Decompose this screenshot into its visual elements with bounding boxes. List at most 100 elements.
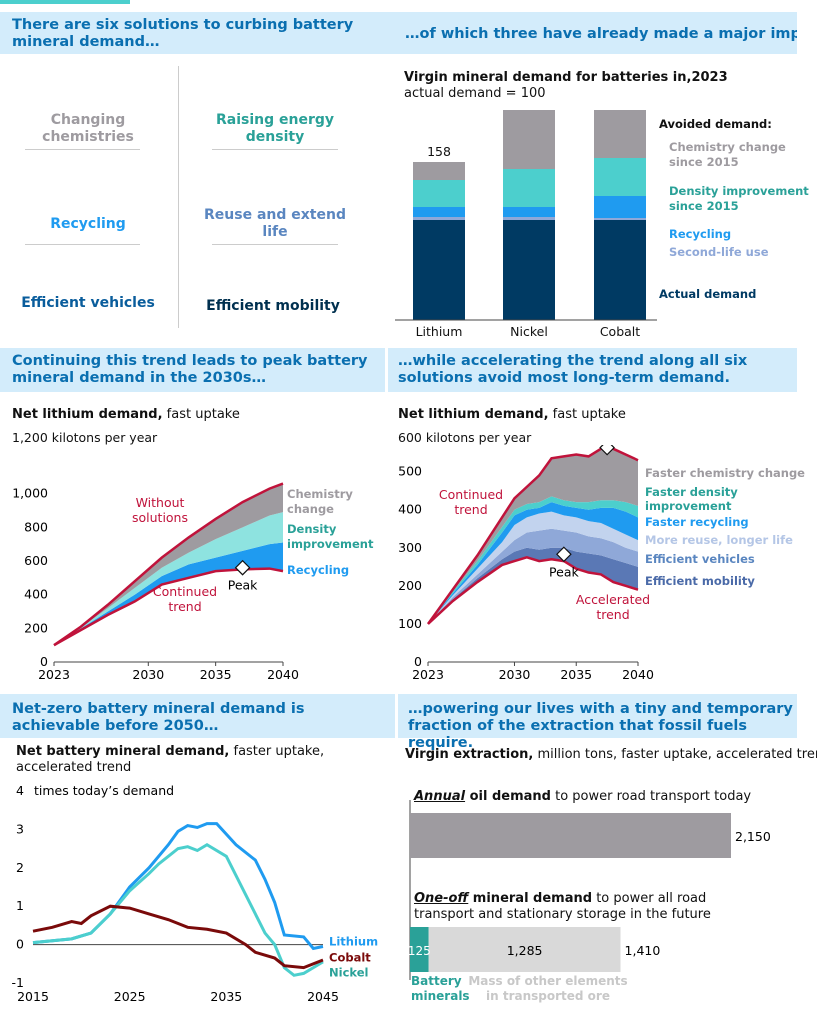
bar-segment xyxy=(594,220,646,320)
y-tick-label: 0 xyxy=(16,937,24,952)
lithium-accel-chart-title: Net lithium demand, fast uptake xyxy=(398,407,626,422)
chemistry-label: Faster chemistry change xyxy=(645,466,805,480)
oil-label-rest: to power road transport today xyxy=(550,789,752,804)
y-tick-label: 800 xyxy=(24,519,48,534)
accelerated-trend-label: Accelerated trend xyxy=(576,592,650,622)
y-tick-label: 4 xyxy=(16,783,24,798)
lithium-chart-unit: 1,200 kilotons per year xyxy=(12,430,157,445)
bar-segment xyxy=(503,207,555,217)
y-tick-label: 300 xyxy=(398,540,422,555)
x-tick-label: 2040 xyxy=(622,667,654,682)
recycling-area xyxy=(54,542,283,646)
x-tick-label: 2015 xyxy=(17,989,49,1004)
solution-efficient-vehicles: Efficient vehicles xyxy=(21,295,155,311)
separator xyxy=(212,244,338,245)
separator xyxy=(25,244,140,245)
banner-peak-demand: Continuing this trend leads to peak batt… xyxy=(0,348,385,392)
x-tick-label: 2040 xyxy=(267,667,299,682)
legend-chemistry: Chemistry change since 2015 xyxy=(669,140,786,169)
solutions-divider xyxy=(178,66,179,328)
chemistry-area xyxy=(428,448,638,624)
extraction-chart-title: Virgin extraction, million tons, faster … xyxy=(405,747,817,762)
mineral-label-em: One-off xyxy=(414,891,469,906)
bar-segment xyxy=(594,218,646,220)
mobility-area xyxy=(428,547,638,624)
peak-label: Peak xyxy=(228,578,258,593)
bar-segment xyxy=(413,180,465,207)
y-tick-label: 2 xyxy=(16,860,24,875)
x-tick-label: 2035 xyxy=(210,989,242,1004)
battery-value-label: 125 xyxy=(408,944,431,958)
recycling-label: Faster recycling xyxy=(645,515,749,529)
banner-text: Continuing this trend leads to peak batt… xyxy=(12,353,368,386)
y-tick-label: 1 xyxy=(16,898,24,913)
chemistry-label: Chemistry change xyxy=(287,487,353,516)
lithium-accel-title-rest: fast uptake xyxy=(548,407,626,422)
x-tick-label: 2025 xyxy=(114,989,146,1004)
without-solutions-line xyxy=(53,482,284,647)
x-tick-label: 2030 xyxy=(499,667,531,682)
legend-second-life: Second-life use xyxy=(669,245,769,259)
mobility-label: Efficient mobility xyxy=(645,574,755,588)
bar-chart-title-year: 2023 xyxy=(691,70,728,85)
peak-marker xyxy=(556,546,572,563)
bar-segment xyxy=(594,158,646,196)
recycling-label: Recycling xyxy=(287,563,349,577)
y-tick-label: -1 xyxy=(12,975,24,990)
bar-segment xyxy=(594,196,646,218)
peak-marker xyxy=(599,445,615,456)
net-mineral-title-bold: Net battery mineral demand, xyxy=(16,744,230,759)
nickel-line xyxy=(32,843,324,977)
bar-segment xyxy=(413,217,465,220)
solution-reuse: Reuse and extend life xyxy=(204,207,346,240)
solution-recycling: Recycling xyxy=(50,216,126,232)
mineral-label-bold: mineral demand xyxy=(468,891,593,906)
density-area xyxy=(54,512,283,646)
bar-segment xyxy=(503,220,555,320)
extraction-title-bold: Virgin extraction, xyxy=(405,747,534,762)
vehicles-label: Efficient vehicles xyxy=(645,552,755,566)
y-unit: kilotons per year xyxy=(51,430,158,445)
oil-label-em: Annual xyxy=(414,789,466,804)
lithium-chart-title-rest: fast uptake xyxy=(162,407,240,422)
bar-segment xyxy=(503,217,555,220)
lithium-label: Lithium xyxy=(329,935,378,949)
mineral-demand-bar-chart: 158Lithium227Nickel238CobaltAvoided dema… xyxy=(395,110,809,339)
x-tick-label: 2045 xyxy=(307,989,339,1004)
bar-chart-title-text: Virgin mineral demand for batteries in xyxy=(404,70,687,85)
y-tick-label: 500 xyxy=(398,464,422,479)
x-tick-label: 2030 xyxy=(132,667,164,682)
y-top-tick: 600 xyxy=(398,430,422,445)
banner-net-zero: Net-zero battery mineral demand is achie… xyxy=(0,694,395,738)
y-tick-label: 600 xyxy=(24,553,48,568)
banner-text: Net-zero battery mineral demand is achie… xyxy=(12,701,305,734)
lithium-chart-title-bold: Net lithium demand, xyxy=(12,407,163,422)
y-tick-label: 200 xyxy=(398,578,422,593)
peak-marker xyxy=(234,559,251,576)
x-tick-label: Cobalt xyxy=(600,324,640,339)
bar-total-label: 158 xyxy=(427,144,451,159)
x-tick-label: 2023 xyxy=(412,667,444,682)
y-tick-label: 100 xyxy=(398,616,422,631)
other-value-label: 1,285 xyxy=(507,943,543,958)
density-label-2: improvement xyxy=(645,499,732,513)
net-mineral-demand-line-chart: 4 3 2 1 0 -1 times today’s demand 2015 2025 2035 2… xyxy=(12,783,379,1004)
x-tick-label: 2035 xyxy=(560,667,592,682)
y-top-tick: 1,200 xyxy=(12,430,48,445)
continued-trend-line xyxy=(53,567,284,647)
chemistry-area xyxy=(54,483,283,646)
banner-powering: …powering our lives with a tiny and temp… xyxy=(398,694,797,751)
banner-text: …powering our lives with a tiny and temp… xyxy=(408,701,793,751)
legend-recycling: Recycling xyxy=(669,227,731,241)
density-label-1: Faster density xyxy=(645,485,738,499)
y-tick-label: 200 xyxy=(24,620,48,635)
solution-efficient-mobility: Efficient mobility xyxy=(206,298,340,314)
banner-three-impact: …of which three have already made a majo… xyxy=(395,12,797,54)
legend-title: Avoided demand: xyxy=(659,117,772,131)
extraction-title-rest: million tons, faster uptake, accelerated… xyxy=(533,747,817,762)
battery-minerals-bar xyxy=(410,927,429,972)
mineral-label-rest: to power all road transport and stationa… xyxy=(414,891,711,922)
oil-label-bold: oil demand xyxy=(465,789,551,804)
